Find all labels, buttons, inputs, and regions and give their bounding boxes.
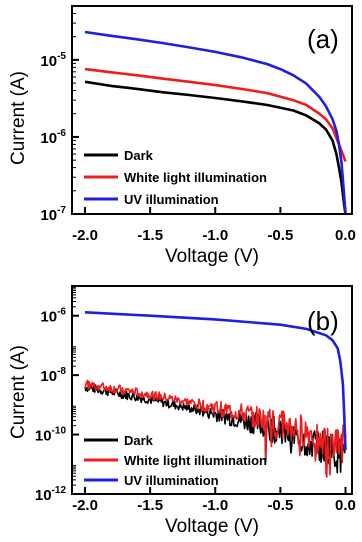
y-tick-label: 10-12 bbox=[35, 485, 67, 504]
x-tick-label: -1.5 bbox=[137, 497, 163, 514]
legend-label: White light illumination bbox=[124, 453, 267, 468]
y-tick-label: 10-8 bbox=[40, 366, 66, 385]
x-tick-label: -1.0 bbox=[202, 227, 228, 244]
x-tick-label: -0.5 bbox=[267, 227, 293, 244]
x-tick-label: 0.0 bbox=[335, 497, 356, 514]
series-line-2 bbox=[84, 30, 347, 215]
y-tick-label: 10-10 bbox=[35, 426, 67, 445]
panel-a-y-tick-labels: 10-7 10-6 10-5 bbox=[40, 51, 66, 224]
series-line-1 bbox=[84, 379, 346, 478]
panel-a-series-lines bbox=[84, 30, 347, 215]
y-tick-label: 10-6 bbox=[40, 128, 66, 147]
panel-b-series-lines bbox=[84, 311, 347, 478]
panel-a-y-axis-label: Current (A) bbox=[8, 71, 29, 165]
y-tick-label: 10-6 bbox=[40, 307, 66, 326]
legend-label: White light illumination bbox=[124, 170, 267, 185]
legend-label: Dark bbox=[124, 148, 154, 163]
y-tick-label: 10-5 bbox=[40, 51, 66, 70]
legend-label: UV illumination bbox=[124, 192, 219, 207]
series-line-0 bbox=[84, 384, 347, 474]
series-line-0 bbox=[84, 80, 347, 215]
x-tick-label: 0.0 bbox=[335, 227, 356, 244]
chart-panel-b: Current (A) 10-12 10-10 10-8 10-6 (b) Dark W… bbox=[8, 285, 356, 537]
x-tick-label: -2.0 bbox=[72, 227, 98, 244]
legend-label: UV illumination bbox=[124, 473, 219, 488]
panel-b-legend: Dark White light illumination UV illuminat… bbox=[84, 433, 267, 488]
panel-b-x-tick-labels: -2.0 -1.5 -1.0 -0.5 0.0 bbox=[72, 497, 356, 514]
panel-a-x-tick-labels: -2.0 -1.5 -1.0 -0.5 0.0 bbox=[72, 227, 356, 244]
chart-panel-a: Current (A) 10-7 10-6 10-5 (a) Dark White l… bbox=[8, 5, 356, 267]
panel-b-plot-frame bbox=[71, 285, 353, 495]
panel-a-tag: (a) bbox=[307, 24, 339, 54]
panel-b-tag: (b) bbox=[307, 306, 339, 336]
series-line-2 bbox=[84, 311, 347, 451]
panel-b-y-tick-labels: 10-12 10-10 10-8 10-6 bbox=[35, 307, 67, 504]
legend-label: Dark bbox=[124, 433, 154, 448]
panel-b-x-axis-label: Voltage (V) bbox=[165, 516, 259, 537]
series-line-1 bbox=[84, 67, 347, 162]
panel-a-plot-frame bbox=[71, 5, 353, 215]
x-tick-label: -1.5 bbox=[137, 227, 163, 244]
x-tick-label: -2.0 bbox=[72, 497, 98, 514]
x-tick-label: -0.5 bbox=[267, 497, 293, 514]
panel-a-x-axis-label: Voltage (V) bbox=[165, 246, 259, 267]
panel-b-y-axis-label: Current (A) bbox=[8, 345, 29, 439]
x-tick-label: -1.0 bbox=[202, 497, 228, 514]
y-tick-label: 10-7 bbox=[40, 205, 66, 224]
panel-a-legend: Dark White light illumination UV illuminat… bbox=[84, 148, 267, 207]
